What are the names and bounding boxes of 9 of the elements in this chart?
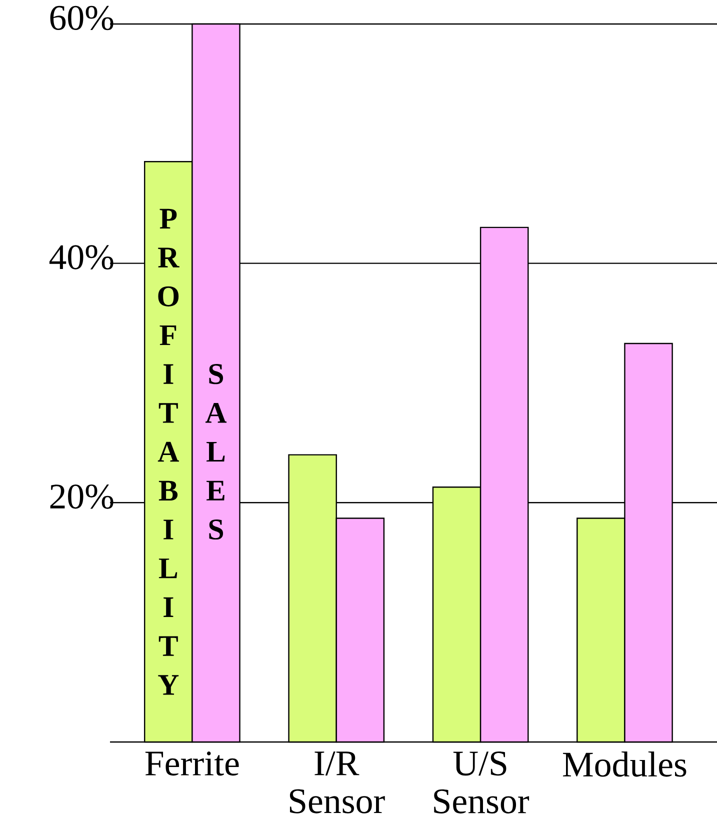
y-tick-label: 20% [50,484,114,509]
x-tick-label: U/S Sensor [434,752,530,814]
y-tick-label: 40% [49,245,114,270]
x-tick-label: Modules [562,752,686,777]
y-tick-label: 60% [50,6,114,30]
x-tick-label: Ferrite [145,752,239,776]
text: PROFITABILITY [158,208,180,695]
series-label: SALES [205,364,227,540]
x-tick-label: I/R Sensor [290,752,385,814]
